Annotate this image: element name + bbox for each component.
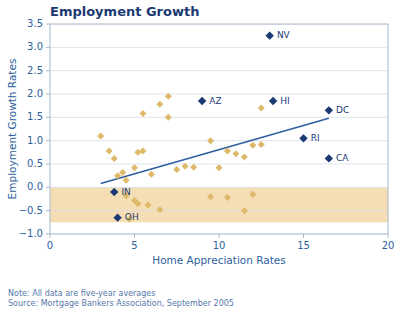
y-tick-label: −0.5 — [19, 205, 43, 216]
tick-mark — [388, 234, 389, 238]
x-tick-label: 15 — [297, 240, 310, 251]
point — [173, 166, 180, 173]
point — [207, 137, 214, 144]
tick-mark — [219, 234, 220, 238]
highlighted-point — [325, 154, 333, 162]
point-label: OH — [125, 212, 139, 222]
point — [207, 193, 214, 200]
point — [139, 147, 146, 154]
point — [190, 164, 197, 171]
shaded-band — [50, 187, 388, 222]
point — [182, 163, 189, 170]
point-label: NV — [277, 30, 291, 40]
y-tick-label: 2.5 — [27, 65, 43, 76]
tick-mark — [46, 70, 50, 71]
point — [258, 105, 265, 112]
tick-mark — [46, 94, 50, 95]
point-label: DC — [336, 105, 349, 115]
point — [232, 150, 239, 157]
point — [134, 200, 141, 207]
grid-line — [50, 117, 388, 118]
grid-line — [50, 94, 388, 95]
note-line: Source: Mortgage Bankers Association, Se… — [8, 299, 234, 308]
point — [97, 133, 104, 140]
point — [224, 147, 231, 154]
point — [258, 141, 265, 148]
y-tick-label: 3.5 — [27, 18, 43, 29]
point-labels: NV AZ HI DC RI CA IN OH — [121, 30, 349, 222]
grid-line — [50, 210, 388, 211]
trend-line — [101, 118, 329, 183]
point — [131, 164, 138, 171]
x-tick-label: 10 — [213, 240, 226, 251]
y-tick-label: 1.0 — [27, 135, 43, 146]
tick-mark — [46, 234, 50, 235]
point — [145, 202, 152, 209]
x-tick-label: 20 — [382, 240, 395, 251]
tick-mark — [303, 234, 304, 238]
grid-line — [50, 70, 388, 71]
point — [249, 191, 256, 198]
point — [165, 114, 172, 121]
point — [134, 149, 141, 156]
y-tick-label: 3.0 — [27, 41, 43, 52]
title: Employment Growth — [50, 4, 199, 19]
plot-background — [50, 24, 388, 234]
note: Note: All data are five-year averagesSou… — [8, 289, 234, 308]
point — [123, 177, 130, 184]
tick-mark — [46, 164, 50, 165]
tick-mark — [50, 234, 51, 238]
x-tick-label: 0 — [47, 240, 53, 251]
grid-line — [50, 187, 388, 188]
tick-mark — [134, 234, 135, 238]
chart: −1.0 −0.5 0.0 0.5 1.0 1.5 2.0 2.5 3.0 3.5 0 5 10 15 20… — [0, 0, 400, 314]
point — [241, 154, 248, 161]
point — [165, 93, 172, 100]
point — [249, 142, 256, 149]
tick-mark — [46, 117, 50, 118]
x-tick-label: 5 — [131, 240, 137, 251]
grid-line — [50, 47, 388, 48]
tick-mark — [46, 47, 50, 48]
point — [139, 110, 146, 117]
point — [241, 207, 248, 214]
y-tick-label: 0.0 — [27, 181, 43, 192]
point — [106, 147, 113, 154]
point-label: CA — [336, 153, 349, 163]
plot-frame — [50, 24, 388, 234]
point-label: HI — [280, 96, 289, 106]
grid-line — [50, 140, 388, 141]
point — [156, 206, 163, 213]
point — [148, 171, 155, 178]
point — [224, 194, 231, 201]
highlighted-point — [113, 213, 121, 221]
plot-area — [50, 24, 388, 234]
highlighted-point — [266, 31, 274, 39]
point-label: IN — [121, 187, 130, 197]
point — [156, 101, 163, 108]
tick-mark — [46, 187, 50, 188]
y-tick-label: 0.5 — [27, 158, 43, 169]
highlighted-point — [110, 188, 118, 196]
axes: −1.0 −0.5 0.0 0.5 1.0 1.5 2.0 2.5 3.0 3.5 0 5 10 15 20 — [19, 18, 395, 251]
highlighted-point — [299, 134, 307, 142]
y-tick-label: −1.0 — [19, 228, 43, 239]
point — [119, 169, 126, 176]
tick-mark — [46, 210, 50, 211]
y-tick-label: 2.0 — [27, 88, 43, 99]
tick-mark — [46, 140, 50, 141]
x-axis-label: Home Appreciation Rates — [152, 254, 286, 266]
tick-mark — [46, 24, 50, 25]
point — [111, 155, 118, 162]
point-label: RI — [311, 133, 320, 143]
highlighted-point — [269, 97, 277, 105]
point-label: AZ — [209, 96, 221, 106]
point — [216, 164, 223, 171]
y-tick-label: 1.5 — [27, 111, 43, 122]
note-line: Note: All data are five-year averages — [8, 289, 155, 298]
highlighted-point — [325, 106, 333, 114]
highlighted-point — [198, 97, 206, 105]
y-axis-label: Employment Growth Rates — [6, 59, 18, 200]
